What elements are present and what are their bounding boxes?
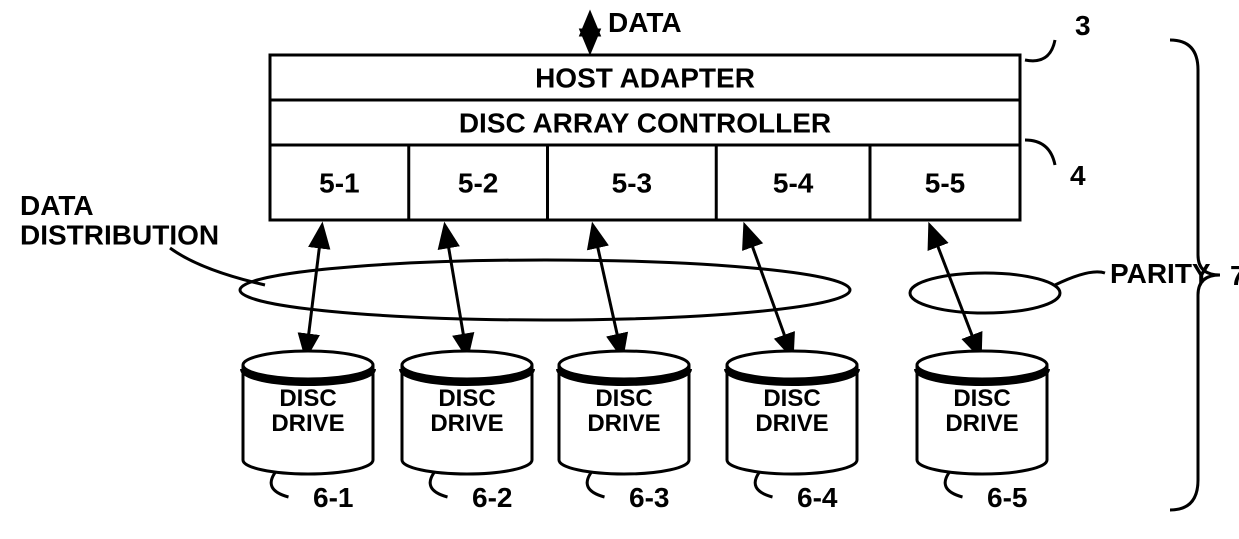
disc-drive-label-4: DISCDRIVE xyxy=(755,385,828,437)
drive-ref-leader-5 xyxy=(945,472,962,497)
slot-label-5: 5-5 xyxy=(925,168,965,199)
drive-ref-leader-1 xyxy=(271,472,288,497)
data-io-label: DATA xyxy=(608,7,682,38)
data-distribution-label: DATADISTRIBUTION xyxy=(20,190,219,250)
ref-leader-3 xyxy=(1025,40,1055,61)
connection-arrow-2 xyxy=(445,226,467,356)
disc-drive-4: DISCDRIVE xyxy=(727,351,857,474)
disc-drive-label-3: DISCDRIVE xyxy=(587,385,660,437)
disc-drive-5: DISCDRIVE xyxy=(917,351,1047,474)
disc-drive-label-5: DISCDRIVE xyxy=(945,385,1018,437)
slot-label-3: 5-3 xyxy=(612,168,652,199)
parity-ellipse xyxy=(910,273,1060,313)
brace-label-7: 7 xyxy=(1230,260,1239,291)
connection-arrow-4 xyxy=(745,226,792,356)
parity-label: PARITY xyxy=(1110,258,1211,289)
disc-drive-2: DISCDRIVE xyxy=(402,351,532,474)
connection-arrow-1 xyxy=(306,226,322,356)
disc-drive-label-2: DISCDRIVE xyxy=(430,385,503,437)
connection-arrow-3 xyxy=(593,226,622,356)
parity-leader xyxy=(1055,272,1105,285)
drive-ref-2: 6-2 xyxy=(472,482,512,513)
drive-ref-leader-4 xyxy=(755,472,772,497)
ref-3: 3 xyxy=(1075,10,1091,41)
connection-arrow-5 xyxy=(930,226,980,356)
ref-4: 4 xyxy=(1070,160,1086,191)
data-distribution-leader xyxy=(170,248,265,285)
drive-ref-3: 6-3 xyxy=(629,482,669,513)
slot-label-1: 5-1 xyxy=(319,168,359,199)
drive-ref-5: 6-5 xyxy=(987,482,1027,513)
disc-array-controller-label: DISC ARRAY CONTROLLER xyxy=(459,108,831,139)
drive-ref-leader-2 xyxy=(430,472,447,497)
disc-drive-label-1: DISCDRIVE xyxy=(271,385,344,437)
host-adapter-label: HOST ADAPTER xyxy=(535,63,755,94)
drive-ref-1: 6-1 xyxy=(313,482,353,513)
drive-ref-4: 6-4 xyxy=(797,482,838,513)
ref-leader-4 xyxy=(1025,140,1055,165)
slot-label-4: 5-4 xyxy=(773,168,814,199)
disc-drive-1: DISCDRIVE xyxy=(243,351,373,474)
data-distribution-ellipse xyxy=(240,260,850,320)
slot-label-2: 5-2 xyxy=(458,168,498,199)
drive-ref-leader-3 xyxy=(587,472,604,497)
disc-drive-3: DISCDRIVE xyxy=(559,351,689,474)
